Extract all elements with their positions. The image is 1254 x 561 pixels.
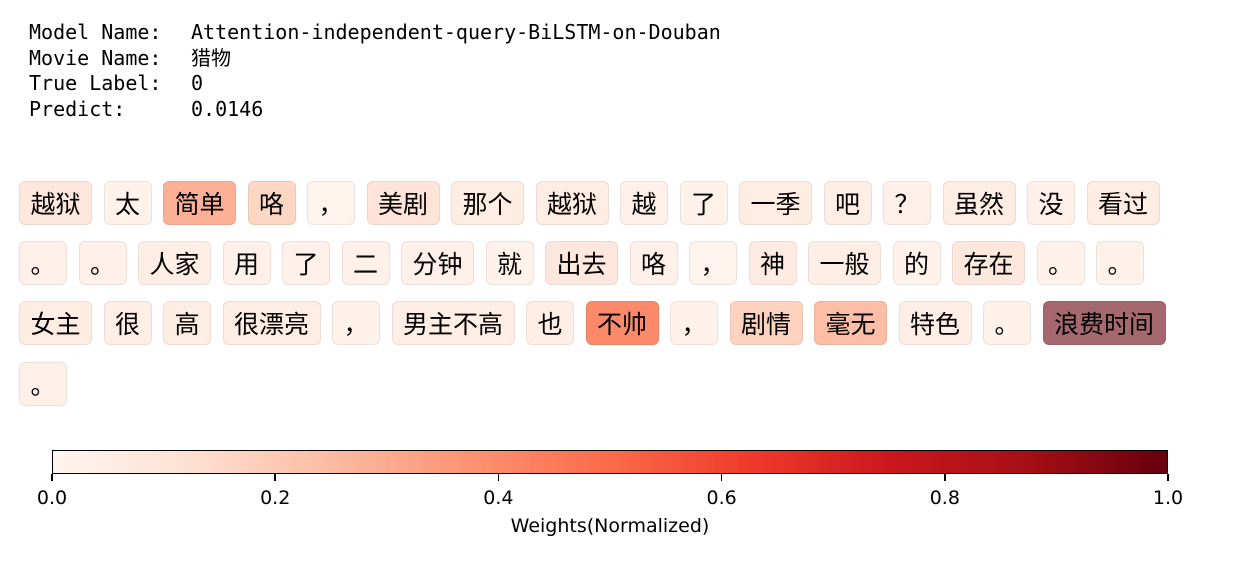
model-name-row: Model Name: Attention-independent-query-… bbox=[29, 20, 721, 46]
predict-value: 0.0146 bbox=[191, 96, 264, 121]
token-14: 没 bbox=[1027, 181, 1075, 225]
model-name-value: Attention-independent-query-BiLSTM-on-Do… bbox=[191, 20, 721, 44]
token-6: 那个 bbox=[451, 181, 524, 225]
info-panel: Model Name: Attention-independent-query-… bbox=[29, 20, 721, 122]
colorbar-tick-mark bbox=[1167, 474, 1169, 481]
token-5: 美剧 bbox=[366, 181, 440, 225]
token-21: 二 bbox=[341, 241, 390, 285]
token-26: ， bbox=[689, 241, 737, 285]
token-18: 人家 bbox=[138, 241, 211, 285]
colorbar-tick-label: 0.6 bbox=[706, 487, 737, 509]
token-20: 了 bbox=[282, 241, 330, 285]
token-42: 剧情 bbox=[729, 301, 803, 345]
colorbar-tick-mark bbox=[944, 474, 946, 481]
token-3: 咯 bbox=[247, 181, 296, 225]
predict-row: Predict: 0.0146 bbox=[29, 97, 721, 123]
colorbar-tick-mark bbox=[720, 474, 723, 481]
colorbar-label: Weights(Normalized) bbox=[510, 515, 710, 537]
token-19: 用 bbox=[222, 241, 271, 285]
token-45: 。 bbox=[983, 301, 1031, 345]
token-46: 浪费时间 bbox=[1042, 301, 1166, 345]
token-15: 看过 bbox=[1086, 181, 1160, 225]
colorbar-tick-label: 1.0 bbox=[1152, 487, 1184, 509]
colorbar-tick-label: 0.0 bbox=[36, 487, 68, 509]
token-heatmap: 越狱太简单咯，美剧 那个 越狱越了一季吧？虽然没看过。。人家用了二分钟就出去咯，神一… bbox=[19, 181, 1166, 406]
colorbar-tick-mark bbox=[51, 474, 53, 481]
token-13: 虽然 bbox=[942, 181, 1016, 225]
token-34: 很 bbox=[103, 301, 152, 345]
colorbar-tick-label: 0.2 bbox=[260, 487, 291, 509]
token-0: 越狱 bbox=[19, 181, 92, 225]
movie-name-label: Movie Name: bbox=[29, 45, 162, 70]
token-43: 毫无 bbox=[814, 301, 887, 345]
token-36: 很漂亮 bbox=[222, 301, 321, 345]
colorbar-gradient bbox=[52, 450, 1168, 474]
token-25: 咯 bbox=[629, 241, 678, 285]
token-1: 太 bbox=[103, 181, 152, 225]
token-16: 。 bbox=[19, 241, 67, 285]
true-label-label: True Label: bbox=[29, 71, 162, 95]
token-10: 一季 bbox=[739, 181, 812, 225]
token-30: 存在 bbox=[952, 241, 1025, 285]
token-22: 分钟 bbox=[401, 241, 474, 285]
token-12: ？ bbox=[883, 181, 931, 225]
token-7: 越狱 bbox=[535, 181, 609, 225]
token-23: 就 bbox=[485, 241, 534, 285]
token-38: 男主不高 bbox=[391, 301, 515, 345]
colorbar-tick-mark bbox=[274, 474, 276, 481]
token-40: 不帅 bbox=[585, 301, 659, 345]
token-37: ， bbox=[332, 301, 380, 345]
true-label-row: True Label: 0 bbox=[29, 71, 721, 97]
token-33: 女主 bbox=[19, 301, 92, 345]
movie-name-row: Movie Name: 猎物 bbox=[29, 46, 721, 72]
token-28: 一般 bbox=[808, 241, 881, 285]
token-17: 。 bbox=[78, 241, 127, 285]
colorbar-tick-label: 0.4 bbox=[483, 487, 514, 509]
token-39: 也 bbox=[526, 301, 574, 345]
colorbar-tick-label: 0.8 bbox=[929, 487, 960, 509]
token-41: ， bbox=[670, 301, 718, 345]
token-24: 出去 bbox=[545, 241, 618, 285]
token-4: ， bbox=[307, 181, 355, 225]
colorbar: 0.0 0.2 0.4 0.6 0.8 1.0 Weights(Normalized) bbox=[0, 440, 1254, 550]
token-32: 。 bbox=[1096, 241, 1144, 285]
model-name-label: Model Name: bbox=[29, 20, 162, 44]
token-44: 特色 bbox=[898, 301, 972, 345]
token-29: 的 bbox=[892, 241, 941, 285]
predict-label: Predict: bbox=[29, 96, 126, 121]
true-label-value: 0 bbox=[191, 71, 204, 95]
colorbar-tick-mark bbox=[497, 474, 500, 481]
token-27: 神 bbox=[748, 241, 797, 285]
token-9: 了 bbox=[679, 181, 728, 225]
token-2: 简单 bbox=[163, 181, 236, 225]
token-35: 高 bbox=[163, 301, 211, 345]
token-47: 。 bbox=[19, 362, 67, 406]
movie-name-value: 猎物 bbox=[191, 45, 231, 70]
token-8: 越 bbox=[620, 181, 668, 225]
token-31: 。 bbox=[1036, 241, 1085, 285]
token-11: 吧 bbox=[823, 181, 872, 225]
